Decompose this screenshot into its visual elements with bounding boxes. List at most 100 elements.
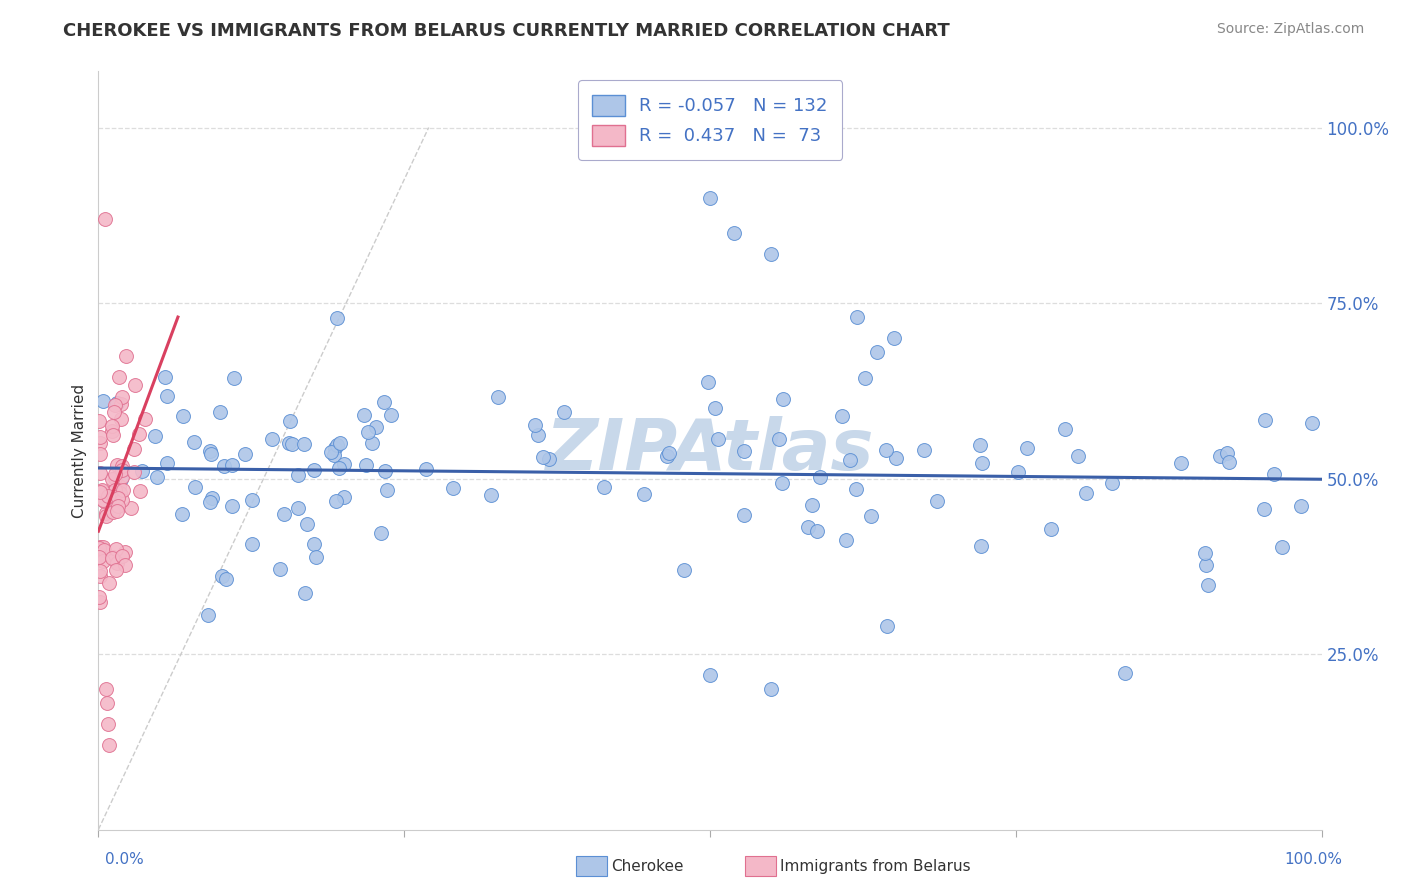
Point <box>1197 578 1219 592</box>
Point <box>124 377 146 392</box>
Point <box>240 493 263 508</box>
Point <box>108 369 131 384</box>
Point <box>866 344 889 359</box>
Text: 100.0%: 100.0% <box>1285 852 1343 867</box>
Y-axis label: Currently Married: Currently Married <box>72 384 87 517</box>
Point <box>969 539 991 553</box>
Point <box>269 562 291 576</box>
Point <box>1208 449 1230 463</box>
Point <box>1007 465 1029 479</box>
Point <box>1015 441 1038 455</box>
Point <box>104 470 127 484</box>
Point <box>98 739 121 753</box>
Point <box>89 541 111 555</box>
Point <box>332 490 354 504</box>
Point <box>110 397 132 411</box>
Point <box>101 472 124 486</box>
Point <box>103 398 125 412</box>
Point <box>212 458 235 473</box>
Point <box>111 549 134 563</box>
Point <box>524 418 547 433</box>
Point <box>89 485 111 500</box>
Point <box>806 524 828 539</box>
Point <box>155 369 177 384</box>
Point <box>801 498 824 512</box>
Point <box>89 414 111 428</box>
Point <box>94 682 117 697</box>
Point <box>1040 522 1063 536</box>
Point <box>197 608 219 623</box>
Point <box>527 427 550 442</box>
Text: CHEROKEE VS IMMIGRANTS FROM BELARUS CURRENTLY MARRIED CORRELATION CHART: CHEROKEE VS IMMIGRANTS FROM BELARUS CURR… <box>63 22 950 40</box>
Point <box>322 448 344 462</box>
Point <box>375 483 398 497</box>
Point <box>328 461 350 475</box>
Point <box>831 409 853 424</box>
Point <box>287 468 309 483</box>
Point <box>240 537 263 551</box>
Text: Cherokee: Cherokee <box>612 859 685 873</box>
Point <box>105 504 128 518</box>
Point <box>107 491 129 505</box>
Point <box>170 508 193 522</box>
Point <box>134 411 156 425</box>
Point <box>366 419 388 434</box>
Point <box>325 494 347 508</box>
Point <box>531 450 554 464</box>
Point <box>704 401 727 415</box>
Point <box>89 564 111 578</box>
Point <box>208 404 231 418</box>
Point <box>233 447 256 461</box>
Point <box>101 418 124 433</box>
Point <box>101 486 124 500</box>
Point <box>111 390 134 404</box>
Point <box>111 493 134 508</box>
Point <box>373 394 395 409</box>
Point <box>875 442 897 457</box>
Point <box>287 500 309 515</box>
Point <box>859 508 882 523</box>
Point <box>1053 422 1076 436</box>
Point <box>221 458 243 472</box>
Point <box>103 405 125 419</box>
Point <box>98 486 121 500</box>
Point <box>1301 417 1323 431</box>
Point <box>201 491 224 505</box>
Point <box>927 494 949 508</box>
Point <box>97 489 120 503</box>
Point <box>91 483 114 497</box>
Point <box>128 427 150 442</box>
Point <box>97 575 120 590</box>
Point <box>1194 545 1216 559</box>
Point <box>302 462 325 476</box>
Point <box>183 435 205 450</box>
Point <box>104 467 127 482</box>
Point <box>1218 455 1240 469</box>
Point <box>360 436 382 450</box>
Point <box>761 682 783 697</box>
Point <box>1074 486 1097 500</box>
Point <box>103 490 125 504</box>
Point <box>281 437 304 451</box>
Point <box>129 483 152 498</box>
Point <box>374 464 396 478</box>
Point <box>143 429 166 443</box>
Point <box>1289 499 1312 513</box>
Point <box>93 494 115 508</box>
Point <box>326 311 349 326</box>
Point <box>89 466 111 480</box>
Point <box>184 480 207 494</box>
Point <box>770 475 793 490</box>
Point <box>115 349 138 363</box>
Point <box>107 499 129 513</box>
Point <box>110 472 132 486</box>
Point <box>277 436 299 450</box>
Point <box>222 371 245 385</box>
Point <box>1194 558 1216 572</box>
Point <box>553 405 575 419</box>
Point <box>103 549 125 564</box>
Point <box>733 444 755 458</box>
Point <box>97 717 120 731</box>
Point <box>673 563 696 577</box>
Point <box>357 425 380 439</box>
